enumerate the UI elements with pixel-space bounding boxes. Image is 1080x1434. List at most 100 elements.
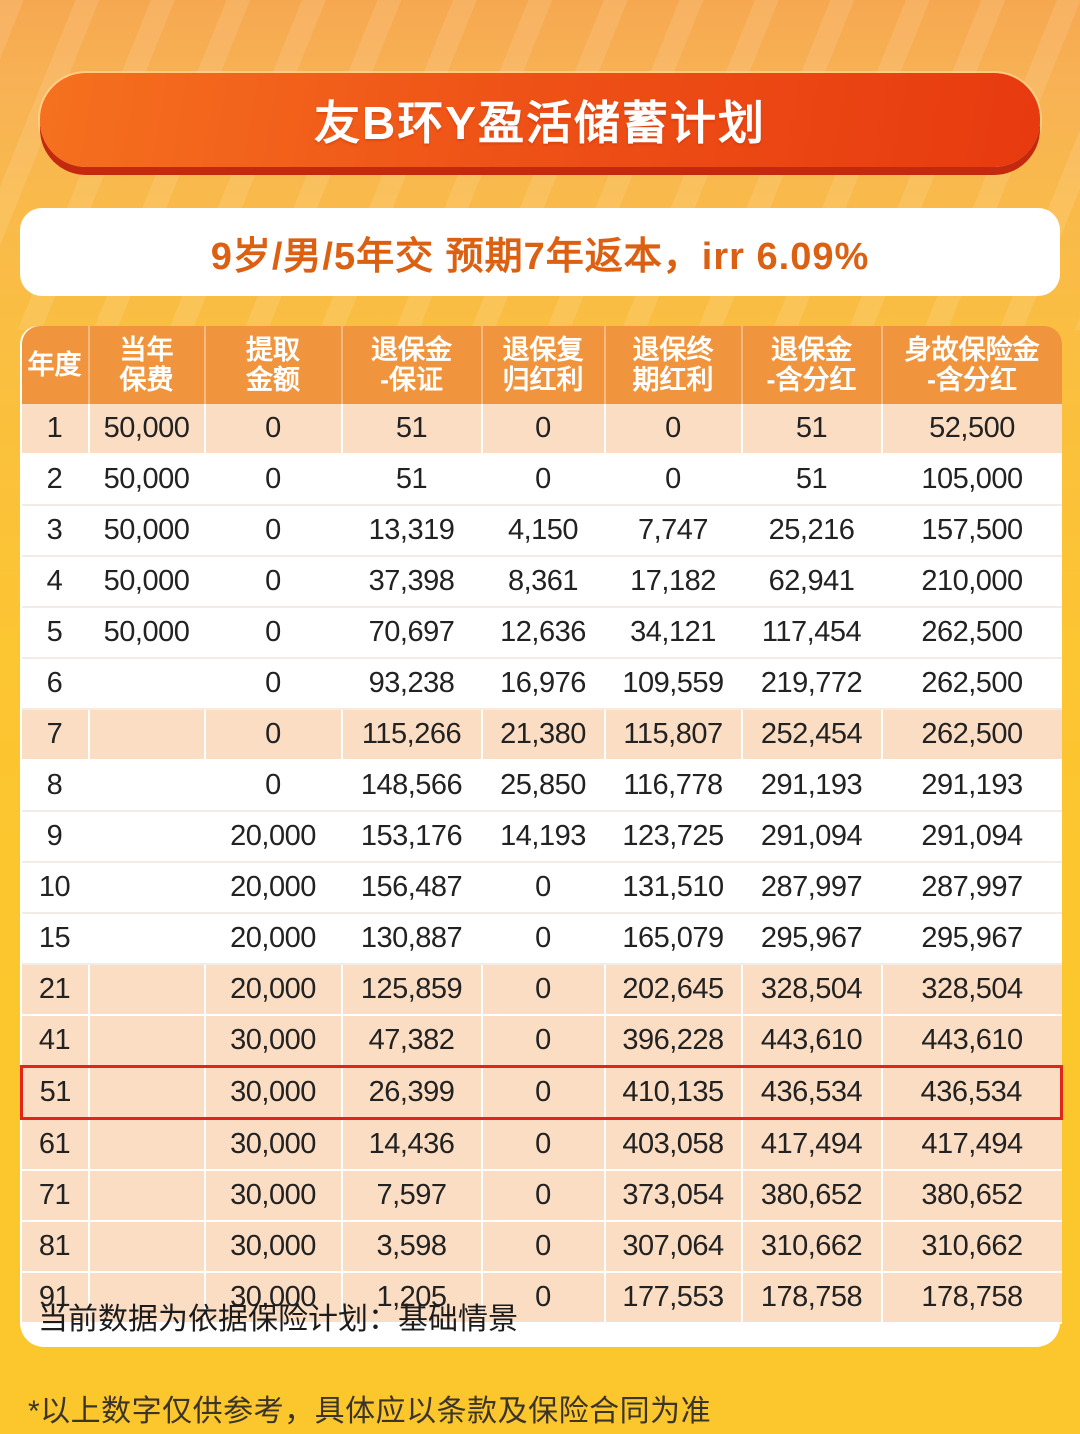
value-cell: [88, 811, 206, 863]
value-cell: 0: [481, 454, 606, 506]
value-cell: 105,000: [881, 454, 1062, 506]
col-header-withdrawal: 提取 金额: [204, 326, 343, 404]
value-cell: 30,000: [204, 1221, 343, 1273]
value-cell: 380,652: [881, 1170, 1062, 1222]
value-cell: 7,747: [604, 505, 743, 557]
value-cell: 148,566: [341, 760, 483, 812]
value-cell: 52,500: [881, 404, 1062, 455]
value-cell: 93,238: [341, 658, 483, 710]
scenario-note: 当前数据为依据保险计划：基础情景: [38, 1303, 518, 1336]
value-cell: 26,399: [341, 1065, 483, 1120]
value-cell: 30,000: [204, 1065, 343, 1120]
year-cell: 21: [21, 964, 90, 1016]
value-cell: 443,610: [881, 1015, 1062, 1068]
value-cell: 0: [481, 862, 606, 914]
value-cell: 403,058: [604, 1118, 743, 1171]
year-cell: 81: [21, 1221, 90, 1273]
year-cell: 2: [21, 454, 90, 506]
value-cell: 0: [204, 658, 343, 710]
value-cell: 13,319: [341, 505, 483, 557]
value-cell: 0: [481, 404, 606, 455]
year-cell: 41: [21, 1015, 90, 1068]
value-cell: 21,380: [481, 709, 606, 761]
value-cell: 0: [481, 1272, 606, 1324]
value-cell: 177,553: [604, 1272, 743, 1324]
value-cell: 417,494: [881, 1118, 1062, 1171]
year-cell: 6: [21, 658, 90, 710]
value-cell: [88, 1065, 206, 1120]
table-row-highlighted: 51 30,000 26,399 0 410,135 436,534 436,534: [20, 1065, 1063, 1120]
value-cell: 123,725: [604, 811, 743, 863]
table-row: 3 50,000 0 13,319 4,150 7,747 25,216 157,500: [21, 505, 1062, 557]
value-cell: [88, 862, 206, 914]
value-cell: 0: [481, 964, 606, 1016]
value-cell: 14,436: [341, 1118, 483, 1171]
value-cell: 20,000: [204, 964, 343, 1016]
table-header-row: 年度 当年 保费 提取 金额 退保金 -保证: [21, 326, 1062, 404]
value-cell: 16,976: [481, 658, 606, 710]
value-cell: 20,000: [204, 862, 343, 914]
benefit-table: 年度 当年 保费 提取 金额 退保金 -保证: [20, 326, 1063, 1324]
value-cell: 0: [204, 404, 343, 455]
table-row: 10 20,000 156,487 0 131,510 287,997 287,997: [21, 862, 1062, 914]
value-cell: 295,967: [881, 913, 1062, 965]
value-cell: 131,510: [604, 862, 743, 914]
value-cell: 262,500: [881, 658, 1062, 710]
disclaimer-note: *以上数字仅供参考，具体应以条款及保险合同为准: [28, 1395, 712, 1428]
value-cell: 417,494: [741, 1118, 883, 1171]
value-cell: 30,000: [204, 1170, 343, 1222]
value-cell: 7,597: [341, 1170, 483, 1222]
year-cell: 51: [20, 1065, 90, 1120]
col-header-terminal-bonus: 退保终 期红利: [604, 326, 743, 404]
col-header-reversionary-bonus: 退保复 归红利: [481, 326, 606, 404]
value-cell: 117,454: [741, 607, 883, 659]
value-cell: 1,205: [341, 1272, 483, 1324]
value-cell: 178,758: [881, 1272, 1062, 1324]
value-cell: 291,094: [741, 811, 883, 863]
value-cell: 50,000: [88, 404, 206, 455]
value-cell: 0: [481, 1015, 606, 1068]
col-header-surrender-guaranteed: 退保金 -保证: [341, 326, 483, 404]
value-cell: 310,662: [881, 1221, 1062, 1273]
value-cell: 287,997: [881, 862, 1062, 914]
value-cell: 0: [604, 454, 743, 506]
year-cell: 5: [21, 607, 90, 659]
value-cell: 410,135: [604, 1065, 743, 1120]
table-row: 8 0 148,566 25,850 116,778 291,193 291,193: [21, 760, 1062, 812]
value-cell: 291,193: [741, 760, 883, 812]
value-cell: 252,454: [741, 709, 883, 761]
value-cell: 20,000: [204, 913, 343, 965]
value-cell: 4,150: [481, 505, 606, 557]
year-cell: 15: [21, 913, 90, 965]
value-cell: 12,636: [481, 607, 606, 659]
value-cell: 115,807: [604, 709, 743, 761]
value-cell: 0: [204, 607, 343, 659]
value-cell: 130,887: [341, 913, 483, 965]
table-row: 7 0 115,266 21,380 115,807 252,454 262,500: [21, 709, 1062, 761]
table-row: 21 20,000 125,859 0 202,645 328,504 328,504: [21, 964, 1062, 1016]
value-cell: 109,559: [604, 658, 743, 710]
title-banner: 友B环Y盈活储蓄计划: [40, 73, 1040, 167]
value-cell: 157,500: [881, 505, 1062, 557]
year-cell: 7: [21, 709, 90, 761]
value-cell: 70,697: [341, 607, 483, 659]
value-cell: 37,398: [341, 556, 483, 608]
plan-summary: 9岁/男/5年交 预期7年返本，irr 6.09%: [210, 235, 870, 278]
value-cell: 307,064: [604, 1221, 743, 1273]
value-cell: 262,500: [881, 709, 1062, 761]
value-cell: 62,941: [741, 556, 883, 608]
table-row: 6 0 93,238 16,976 109,559 219,772 262,500: [21, 658, 1062, 710]
value-cell: 17,182: [604, 556, 743, 608]
value-cell: 30,000: [204, 1015, 343, 1068]
year-cell: 91: [21, 1272, 90, 1324]
value-cell: 310,662: [741, 1221, 883, 1273]
col-header-death-benefit: 身故保险金 -含分红: [881, 326, 1062, 404]
value-cell: 51: [741, 454, 883, 506]
value-cell: 30,000: [204, 1118, 343, 1171]
year-cell: 71: [21, 1170, 90, 1222]
value-cell: [88, 1118, 206, 1171]
year-cell: 1: [21, 404, 90, 455]
year-cell: 61: [21, 1118, 90, 1171]
table-row: 9 20,000 153,176 14,193 123,725 291,094 291,09…: [21, 811, 1062, 863]
value-cell: 50,000: [88, 607, 206, 659]
